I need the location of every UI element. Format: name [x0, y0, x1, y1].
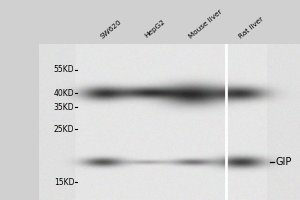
Text: HepG2: HepG2 — [143, 19, 167, 39]
Text: 40KD: 40KD — [54, 89, 74, 98]
Text: SW620: SW620 — [99, 18, 123, 39]
Text: 15KD: 15KD — [54, 178, 74, 187]
Text: GIP: GIP — [275, 157, 292, 167]
Text: Mouse liver: Mouse liver — [188, 8, 224, 39]
Text: 35KD: 35KD — [54, 103, 74, 112]
Text: 55KD: 55KD — [54, 65, 74, 74]
Text: 25KD: 25KD — [54, 125, 74, 134]
Text: Rat liver: Rat liver — [237, 15, 264, 39]
